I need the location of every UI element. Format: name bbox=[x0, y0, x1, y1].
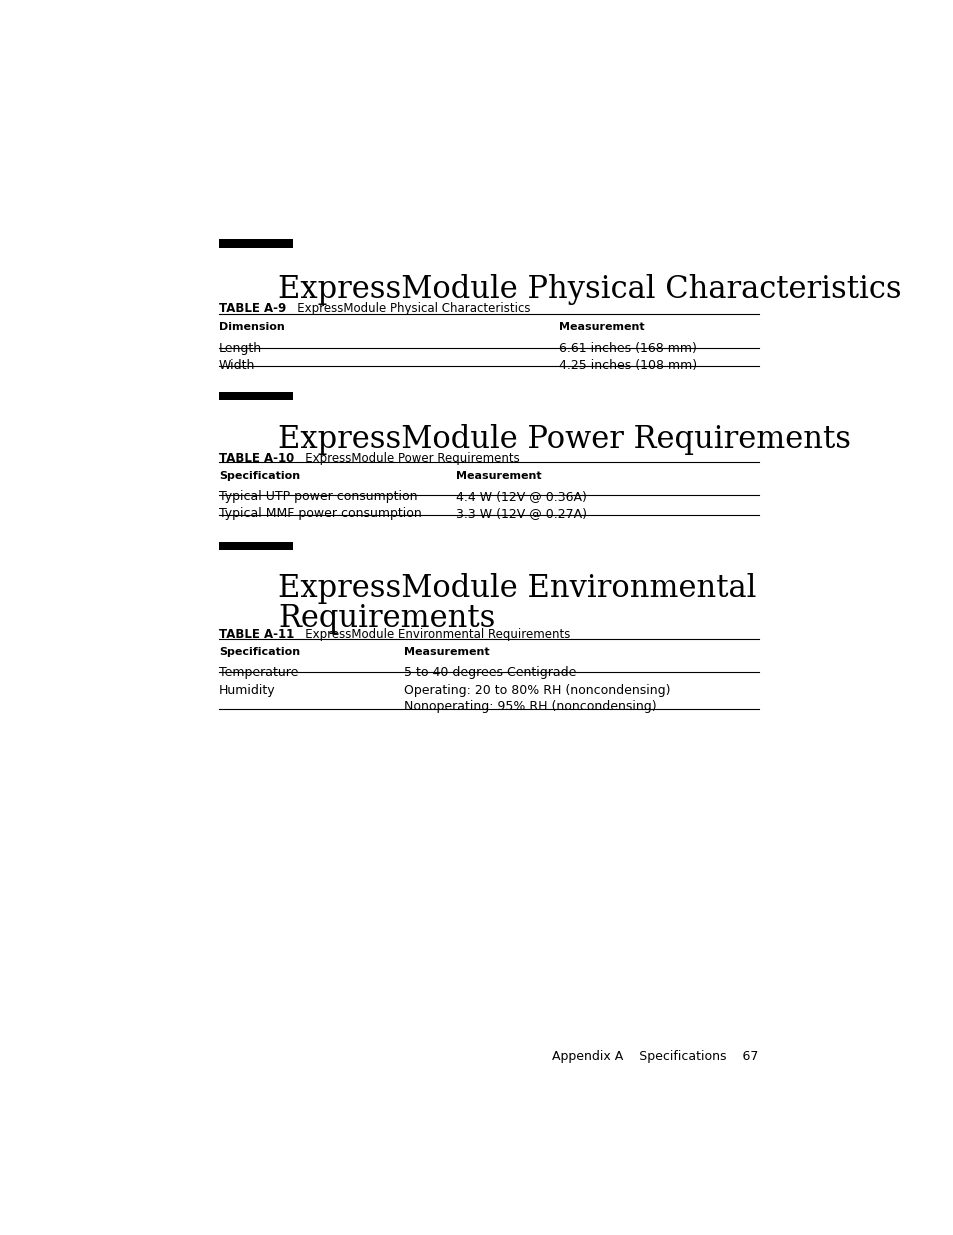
Text: TABLE A-9: TABLE A-9 bbox=[219, 303, 286, 315]
Text: ExpressModule Environmental Requirements: ExpressModule Environmental Requirements bbox=[294, 629, 570, 641]
Text: ExpressModule Power Requirements: ExpressModule Power Requirements bbox=[278, 424, 850, 454]
Text: Specification: Specification bbox=[219, 471, 300, 480]
Text: Length: Length bbox=[219, 342, 262, 356]
Text: ExpressModule Environmental: ExpressModule Environmental bbox=[278, 573, 756, 604]
Text: Typical UTP power consumption: Typical UTP power consumption bbox=[219, 489, 417, 503]
Text: 6.61 inches (168 mm): 6.61 inches (168 mm) bbox=[558, 342, 697, 356]
Text: Operating: 20 to 80% RH (noncondensing): Operating: 20 to 80% RH (noncondensing) bbox=[403, 684, 670, 697]
Text: Dimension: Dimension bbox=[219, 322, 285, 332]
FancyBboxPatch shape bbox=[219, 542, 293, 551]
Text: Nonoperating: 95% RH (noncondensing): Nonoperating: 95% RH (noncondensing) bbox=[403, 700, 656, 713]
Text: 3.3 W (12V @ 0.27A): 3.3 W (12V @ 0.27A) bbox=[456, 506, 586, 520]
FancyBboxPatch shape bbox=[219, 240, 293, 248]
Text: Specification: Specification bbox=[219, 647, 300, 657]
Text: Requirements: Requirements bbox=[278, 603, 495, 634]
Text: Appendix A    Specifications    67: Appendix A Specifications 67 bbox=[552, 1050, 758, 1063]
Text: ExpressModule Power Requirements: ExpressModule Power Requirements bbox=[294, 452, 519, 464]
Text: ExpressModule Physical Characteristics: ExpressModule Physical Characteristics bbox=[278, 274, 901, 305]
Text: ExpressModule Physical Characteristics: ExpressModule Physical Characteristics bbox=[286, 303, 530, 315]
Text: Humidity: Humidity bbox=[219, 684, 275, 697]
Text: Measurement: Measurement bbox=[456, 471, 540, 480]
Text: TABLE A-10: TABLE A-10 bbox=[219, 452, 294, 464]
FancyBboxPatch shape bbox=[219, 391, 293, 400]
Text: 5 to 40 degrees Centigrade: 5 to 40 degrees Centigrade bbox=[403, 667, 576, 679]
Text: Width: Width bbox=[219, 359, 255, 372]
Text: Measurement: Measurement bbox=[558, 322, 644, 332]
Text: TABLE A-11: TABLE A-11 bbox=[219, 629, 294, 641]
Text: 4.4 W (12V @ 0.36A): 4.4 W (12V @ 0.36A) bbox=[456, 489, 586, 503]
Text: Temperature: Temperature bbox=[219, 667, 298, 679]
Text: 4.25 inches (108 mm): 4.25 inches (108 mm) bbox=[558, 359, 697, 372]
Text: Measurement: Measurement bbox=[403, 647, 489, 657]
Text: Typical MMF power consumption: Typical MMF power consumption bbox=[219, 506, 421, 520]
